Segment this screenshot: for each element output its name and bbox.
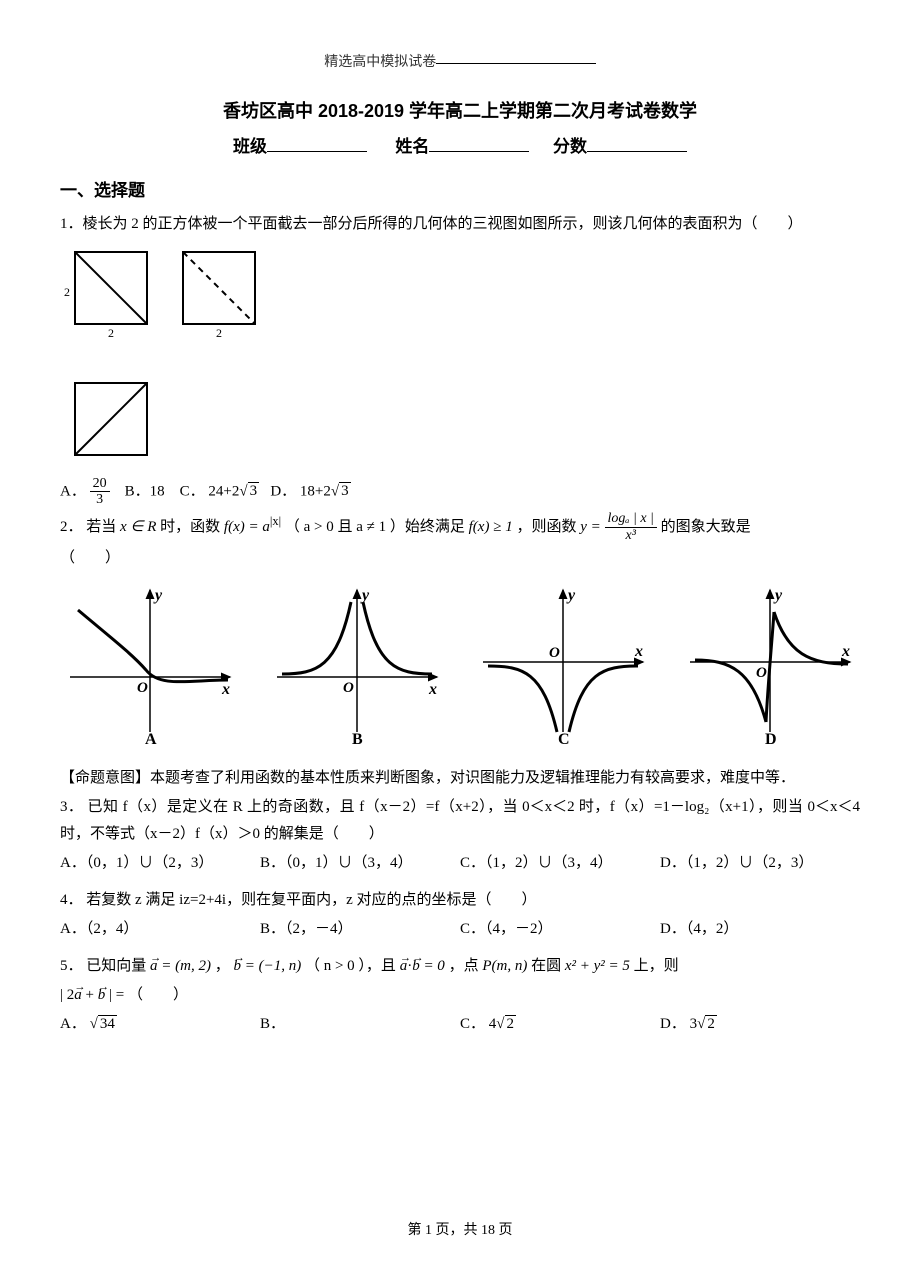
q3-optC: C．（1，2）∪（3，4） [460,850,660,877]
q2-yeq: y = [580,519,601,535]
class-label: 班级 [233,137,267,156]
exam-title: 香坊区高中 2018-2019 学年高二上学期第二次月考试卷数学 [60,95,860,127]
exam-subtitle: 班级 姓名 分数 [60,132,860,163]
q5-stem: 5． 已知向量 a = (m, 2) ， b = (−1, n) （ n > 0… [60,953,860,980]
page-footer: 第 1 页，共 18 页 [0,1218,920,1243]
q4-optC: C．（4，－2） [460,916,660,943]
header-note-text: 精选高中模拟试卷 [324,55,436,70]
class-fill [267,134,367,152]
q1-optA-label: A． [60,483,86,499]
q3-options: A．（0，1）∪（2，3） B．（0，1）∪（3，4） C．（1，2）∪（3，4… [60,850,860,877]
q2-graph-B-icon: y x O B [267,582,447,747]
page-total: 18 [481,1223,495,1238]
q2-stem: 2． 若当 x ∈ R 时，函数 f(x) = a|x| （ a > 0 且 a… [60,510,860,543]
q1-diagrams: 2 2 2 [60,244,860,470]
q2-cond: x ∈ R [120,519,156,535]
q1-stem: 1．棱长为 2 的正方体被一个平面截去一部分后所得的几何体的三视图如图所示，则该… [60,211,860,238]
q5-point: P(m, n) [482,958,527,974]
q5-circle: x² + y² = 5 [565,958,630,974]
svg-text:2: 2 [108,326,114,339]
q5-optA: A． √34 [60,1011,260,1038]
svg-text:D: D [765,731,777,747]
q5-optB: B． [260,1011,460,1038]
header-underline [436,62,596,64]
q3-optD: D．（1，2）∪（2，3） [660,850,860,877]
q3-stem: 3． 已知 f（x）是定义在 R 上的奇函数，且 f（x－2）=f（x+2），当… [60,794,860,848]
name-label: 姓名 [395,137,429,156]
q4-stem: 4． 若复数 z 满足 iz=2+4i，则在复平面内，z 对应的点的坐标是（ ） [60,887,860,914]
svg-text:x: x [841,643,850,660]
q3-optB: B．（0，1）∪（3，4） [260,850,460,877]
q1-optA-frac: 20 3 [90,476,110,508]
q1-options: A． 20 3 B．18 C． 24+2√3 D． 18+2√3 [60,476,860,508]
svg-text:2: 2 [216,326,222,339]
svg-text:O: O [549,645,560,661]
q1-optD-expr: 18+2√3 [300,482,351,499]
header-note: 精选高中模拟试卷 [60,50,860,75]
name-fill [429,134,529,152]
q1-view2-icon: 2 [173,244,268,339]
q2-graph-A-icon: y x O A [60,582,240,747]
section-1-head: 一、选择题 [60,176,860,207]
q4-optD: D．（4，2） [660,916,860,943]
q1-optD-label: D． [270,483,296,499]
q5-vec-a: a [150,958,158,974]
q2-paren: （ ） [60,545,860,572]
q2-ineq: f(x) ≥ 1 [469,519,513,535]
q2-note: 【命题意图】本题考查了利用函数的基本性质来判断图象，对识图能力及逻辑推理能力有较… [60,765,860,792]
svg-text:x: x [428,681,437,698]
svg-text:y: y [773,587,783,604]
svg-text:O: O [756,665,767,681]
svg-text:x: x [634,643,643,660]
svg-text:x: x [221,681,230,698]
svg-text:A: A [145,731,157,747]
svg-text:O: O [137,680,148,696]
svg-text:y: y [153,587,163,604]
q4-optB: B．（2，－4） [260,916,460,943]
q5-optD: D． 3√2 [660,1011,860,1038]
svg-text:O: O [343,680,354,696]
q5-optC: C． 4√2 [460,1011,660,1038]
q1-optC-label: C． [180,483,205,499]
q5-options: A． √34 B． C． 4√2 D． 3√2 [60,1011,860,1038]
q2-graphs: y x O A y x O B y x O C [60,582,860,747]
q2-frac: logₐ | x | x³ [605,511,657,543]
svg-text:y: y [566,587,576,604]
q4-optA: A．（2，4） [60,916,260,943]
q4-options: A．（2，4） B．（2，－4） C．（4，－2） D．（4，2） [60,916,860,943]
q1-optC-expr: 24+2√3 [208,482,259,499]
q2-graph-C-icon: y x O C [473,582,653,747]
q3-optA: A．（0，1）∪（2，3） [60,850,260,877]
q1-view1-icon: 2 2 [60,244,155,339]
score-fill [587,134,687,152]
svg-text:2: 2 [64,285,70,299]
svg-text:y: y [360,587,370,604]
q1-optB: B．18 [125,483,165,499]
q2-graph-D-icon: y x O D [680,582,860,747]
q2-fx: f(x) = a|x| [224,519,281,535]
score-label: 分数 [553,137,587,156]
svg-text:B: B [352,731,363,747]
q5-vec-b: b [233,958,241,974]
svg-text:C: C [558,731,570,747]
q5-expr-line: | 2a + b | = （ ） [60,982,860,1009]
page-number: 1 [425,1223,432,1238]
q1-view3-icon [60,375,155,470]
